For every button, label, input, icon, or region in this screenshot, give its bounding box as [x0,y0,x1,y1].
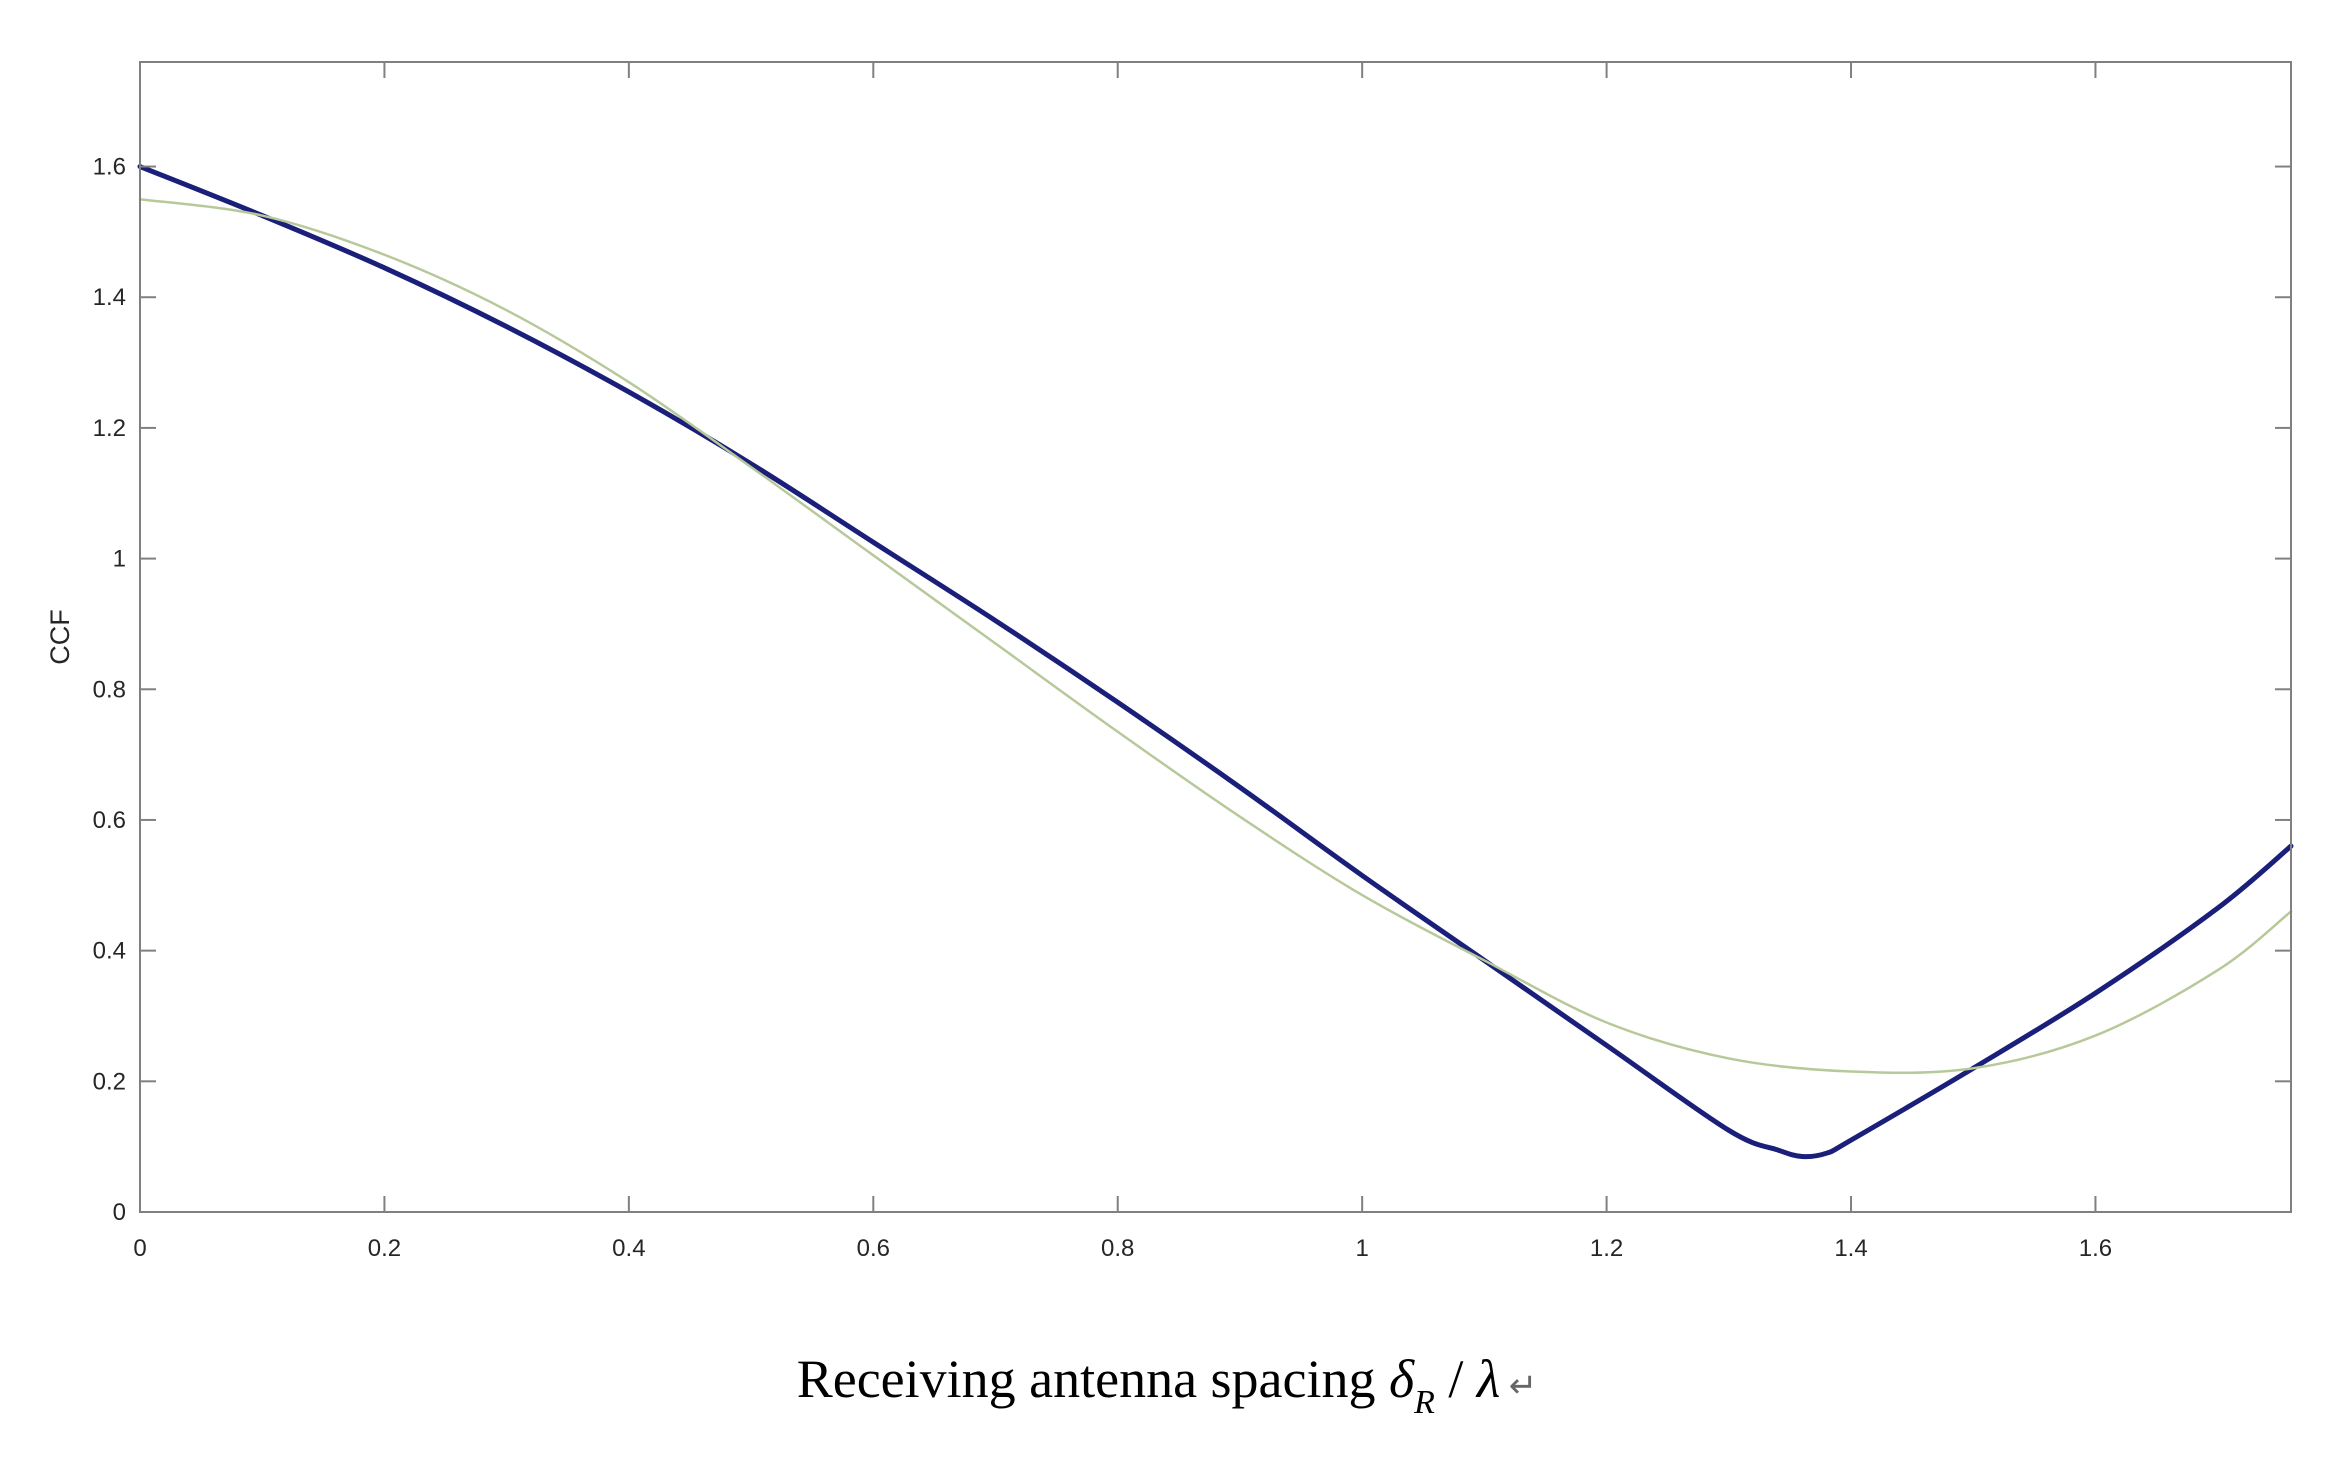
series-line-2 [138,197,2293,1075]
y-tick-label-2: 0.4 [93,938,126,965]
plot-area [140,62,2291,1212]
x-axis-caption-separator: / [1435,1349,1477,1409]
x-axis-caption-subscript: R [1413,1384,1435,1421]
y-tick-label-4: 0.8 [93,676,126,703]
y-tick-label-8: 1.6 [93,154,126,181]
y-tick-label-6: 1.2 [93,415,126,442]
x-tick-label-6: 1.2 [1590,1235,1623,1262]
x-tick-label-8: 1.6 [2079,1235,2112,1262]
y-tick-labels: 0 0.2 0.4 0.6 0.8 1 1.2 1.4 1.6 [93,154,126,1226]
x-tick-label-7: 1.4 [1834,1235,1867,1262]
x-tick-label-1: 0.2 [368,1235,401,1262]
x-axis-caption-main: Receiving antenna spacing [797,1349,1389,1409]
axes-box [139,61,2292,1213]
x-tick-labels: 0 0.2 0.4 0.6 0.8 1 1.2 1.4 1.6 [133,1235,2112,1262]
y-tick-label-3: 0.6 [93,807,126,834]
x-tick-label-3: 0.6 [857,1235,890,1262]
x-axis-caption-return-mark: ↵ [1500,1368,1537,1405]
x-axis-caption-lambda: λ [1475,1349,1500,1409]
y-axis-label: CCF [45,609,75,665]
y-tick-label-1: 0.2 [93,1068,126,1095]
x-axis-caption-delta: δ [1389,1349,1415,1409]
series-layer [137,164,2294,1160]
x-tick-label-5: 1 [1355,1235,1368,1262]
x-tick-label-0: 0 [133,1235,146,1262]
x-tick-label-2: 0.4 [612,1235,645,1262]
x-tick-label-4: 0.8 [1101,1235,1134,1262]
series-line-1 [137,164,2294,1160]
y-tick-label-7: 1.4 [93,284,126,311]
y-tick-label-0: 0 [113,1199,126,1226]
y-tick-label-5: 1 [113,546,126,573]
x-axis-caption: Receiving antenna spacing δR / λ ↵ [797,1349,1538,1421]
